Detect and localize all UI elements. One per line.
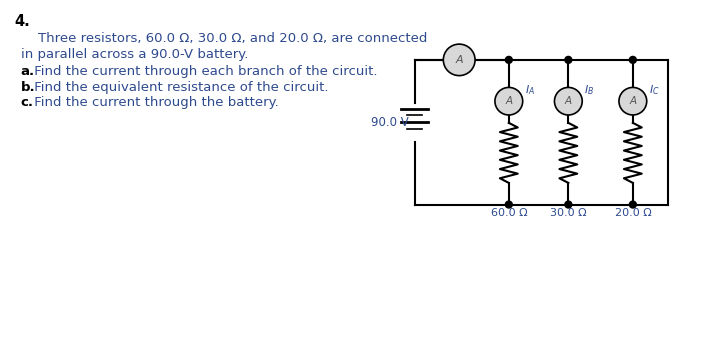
Circle shape: [565, 56, 572, 63]
Text: c.: c.: [21, 96, 34, 109]
Text: $I_B$: $I_B$: [584, 83, 594, 97]
Circle shape: [506, 56, 512, 63]
Circle shape: [555, 88, 582, 115]
Circle shape: [506, 201, 512, 208]
Circle shape: [565, 201, 572, 208]
Text: Find the current through each branch of the circuit.: Find the current through each branch of …: [29, 65, 377, 78]
Text: 4.: 4.: [15, 14, 31, 29]
Text: Three resistors, 60.0 Ω, 30.0 Ω, and 20.0 Ω, are connected: Three resistors, 60.0 Ω, 30.0 Ω, and 20.…: [21, 32, 427, 45]
Text: $I_A$: $I_A$: [525, 83, 535, 97]
Circle shape: [495, 88, 523, 115]
Text: Find the equivalent resistance of the circuit.: Find the equivalent resistance of the ci…: [29, 80, 328, 94]
Circle shape: [629, 201, 636, 208]
Circle shape: [629, 56, 636, 63]
Circle shape: [619, 88, 647, 115]
Text: A: A: [565, 96, 572, 106]
Circle shape: [443, 44, 475, 76]
Text: A: A: [456, 55, 463, 65]
Text: A: A: [506, 96, 513, 106]
Text: b.: b.: [21, 80, 35, 94]
Text: 20.0 Ω: 20.0 Ω: [615, 209, 652, 219]
Text: A: A: [629, 96, 636, 106]
Text: 60.0 Ω: 60.0 Ω: [491, 209, 528, 219]
Text: 90.0 V: 90.0 V: [371, 116, 408, 129]
Text: 30.0 Ω: 30.0 Ω: [550, 209, 587, 219]
Text: in parallel across a 90.0-V battery.: in parallel across a 90.0-V battery.: [21, 48, 248, 61]
Text: $I_C$: $I_C$: [649, 83, 660, 97]
Text: a.: a.: [21, 65, 35, 78]
Text: Find the current through the battery.: Find the current through the battery.: [29, 96, 278, 109]
